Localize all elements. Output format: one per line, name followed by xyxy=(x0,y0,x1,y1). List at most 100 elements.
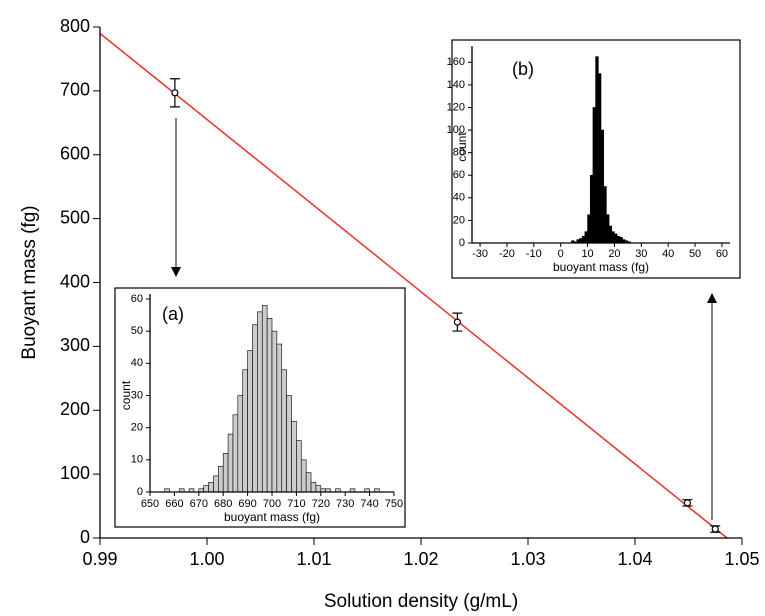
x-tick-label: 730 xyxy=(336,498,354,510)
histogram-bar xyxy=(218,465,224,493)
data-point xyxy=(453,318,461,326)
y-axis-label: count xyxy=(119,380,133,410)
inset-b: -30 -20 -10 0 10 20 30 40 50 60 0 20 40 60 80 100 120 140… xyxy=(447,39,741,279)
y-axis-label: count xyxy=(455,132,469,162)
histogram-bar xyxy=(315,485,322,493)
x-tick-label: 10 xyxy=(581,248,593,260)
x-axis-label: buoyant mass (fg) xyxy=(224,510,320,524)
y-tick-label: 600 xyxy=(60,144,90,164)
y-tick-label: 0 xyxy=(137,486,143,498)
x-tick-label: 1.03 xyxy=(510,549,545,569)
histogram-bar xyxy=(266,317,273,493)
y-tick-label: 40 xyxy=(131,357,143,369)
x-tick-label: 1.00 xyxy=(189,549,224,569)
data-point xyxy=(171,89,179,97)
x-tick-label: 700 xyxy=(263,498,281,510)
inset-a: 650 660 670 680 690 700 710 720 730 740 750 0 10 20 30… xyxy=(114,287,406,528)
y-tick-label: 80 xyxy=(453,147,465,159)
x-tick-label: 1.04 xyxy=(617,549,652,569)
y-tick-label: 400 xyxy=(60,271,90,291)
histogram-bar xyxy=(310,482,317,493)
histogram-bar xyxy=(291,420,297,493)
histogram-bar xyxy=(598,73,602,244)
histogram-bar xyxy=(227,433,234,493)
histogram-bar xyxy=(232,414,239,493)
y-tick-label: 50 xyxy=(131,325,143,337)
x-tick-label: -20 xyxy=(499,248,515,260)
x-tick-label: 750 xyxy=(385,498,403,510)
y-tick-label: 140 xyxy=(447,79,465,91)
x-axis-label: Solution density (g/mL) xyxy=(324,591,518,612)
histogram-bar xyxy=(222,453,229,493)
histogram-bar xyxy=(242,369,248,493)
histogram-bar xyxy=(595,56,599,244)
data-point xyxy=(683,499,692,507)
histogram-bar xyxy=(213,475,219,493)
histogram-bar xyxy=(616,235,621,244)
x-tick-label: 650 xyxy=(141,498,159,510)
x-tick-label: 0.99 xyxy=(82,549,117,569)
histogram-bar xyxy=(603,186,607,244)
histogram-bar xyxy=(271,330,278,493)
histogram-bar xyxy=(592,107,596,244)
y-tick-label: 800 xyxy=(60,16,90,36)
histogram-bar xyxy=(281,369,287,493)
y-tick-label: 60 xyxy=(131,293,143,305)
histogram-bar xyxy=(208,482,214,493)
y-tick-label: 30 xyxy=(131,389,143,401)
y-tick-label: 20 xyxy=(131,422,143,434)
x-tick-label: 0 xyxy=(558,248,564,260)
y-tick-label: 20 xyxy=(453,214,465,226)
histogram-bar xyxy=(257,311,263,493)
y-tick-label: 60 xyxy=(453,169,465,181)
histogram-bar xyxy=(305,472,312,493)
histogram-bar xyxy=(611,231,615,244)
x-tick-label: 740 xyxy=(360,498,378,510)
histogram-bar xyxy=(587,214,591,244)
histogram-bar xyxy=(600,129,604,244)
histogram-bar xyxy=(296,440,302,493)
histogram-bar xyxy=(286,395,292,493)
histogram-bar xyxy=(589,174,594,244)
x-tick-label: 720 xyxy=(312,498,330,510)
x-tick-label: 670 xyxy=(190,498,208,510)
y-axis-label: Buoyant mass (fg) xyxy=(19,205,40,359)
histogram-bar xyxy=(614,233,618,244)
x-axis-label: buoyant mass (fg) xyxy=(553,260,649,274)
histogram-bar xyxy=(247,350,253,493)
y-tick-label: 0 xyxy=(80,527,90,547)
histogram-bar xyxy=(579,238,583,244)
histogram-bar xyxy=(300,459,307,493)
x-tick-label: 60 xyxy=(716,248,728,260)
x-tick-label: 1.01 xyxy=(296,549,331,569)
main-plot: 0.99 1.00 1.01 1.02 1.03 1.04 1.05010020030040… xyxy=(19,16,760,612)
histogram-bar xyxy=(608,225,613,244)
x-tick-label: 50 xyxy=(689,248,701,260)
y-tick-label: 100 xyxy=(447,124,465,136)
histogram-bar xyxy=(261,305,268,493)
inset-title: (b) xyxy=(512,59,534,79)
y-tick-label: 300 xyxy=(60,335,90,355)
x-tick-label: 30 xyxy=(635,248,647,260)
inset-title: (a) xyxy=(162,304,184,324)
histogram-bar xyxy=(581,235,586,244)
histogram-bar xyxy=(606,214,610,244)
x-tick-label: 680 xyxy=(214,498,232,510)
x-tick-label: 710 xyxy=(287,498,305,510)
y-tick-label: 10 xyxy=(131,454,143,466)
x-tick-label: 690 xyxy=(238,498,256,510)
x-tick-label: -30 xyxy=(472,248,488,260)
histogram-bar xyxy=(203,485,209,493)
histogram-bar xyxy=(276,343,283,493)
y-tick-label: 120 xyxy=(447,101,465,113)
histogram-bar xyxy=(252,324,258,493)
fit-line xyxy=(99,32,728,539)
histogram-bar xyxy=(584,231,588,244)
y-tick-label: 500 xyxy=(60,207,90,227)
data-point xyxy=(711,525,719,533)
x-tick-label: -10 xyxy=(526,248,542,260)
y-tick-label: 200 xyxy=(60,399,90,419)
x-tick-label: 20 xyxy=(608,248,620,260)
